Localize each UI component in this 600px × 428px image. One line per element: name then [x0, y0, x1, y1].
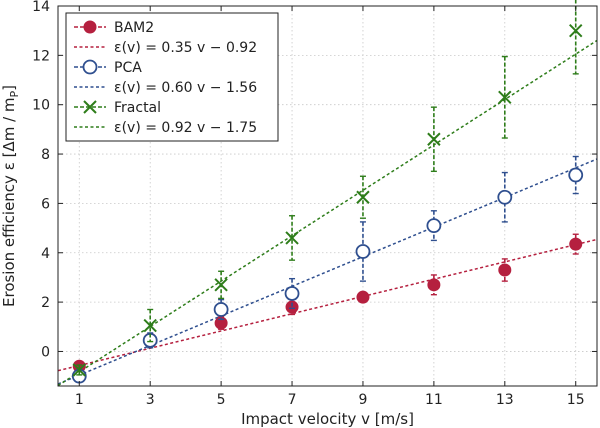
x-tick-label: 7	[288, 392, 297, 408]
y-tick-label: 6	[41, 196, 50, 212]
data-point	[569, 23, 583, 38]
data-point	[497, 189, 513, 205]
legend-entry-fractal: Fractal ε(v) = 0.92 v − 1.75	[74, 100, 257, 136]
x-tick-label: 11	[425, 392, 443, 408]
data-point	[72, 363, 86, 377]
x-axis-label: Impact velocity v [m/s]	[241, 410, 414, 428]
data-point	[498, 263, 512, 277]
y-tick-label: 4	[41, 246, 50, 262]
data-point	[498, 90, 512, 105]
y-tick-label: 12	[32, 48, 50, 64]
data-point	[427, 132, 441, 146]
legend-box	[65, 12, 279, 142]
data-point	[285, 300, 299, 314]
plot-frame	[57, 5, 598, 387]
y-tick-label: 8	[41, 147, 50, 163]
y-axis-label-main: Erosion efficiency ε [Δm / m	[0, 97, 18, 307]
y-tick-label: 14	[32, 0, 50, 15]
y-axis-label-sub: P	[8, 90, 21, 97]
legend-marker	[83, 20, 97, 34]
x-tick-label: 3	[146, 392, 155, 408]
legend-series-label: Fractal	[114, 100, 161, 116]
data-point	[285, 231, 299, 245]
y-tick-label: 10	[32, 98, 50, 114]
data-point	[569, 237, 583, 251]
data-point	[568, 167, 584, 183]
legend-entry-pca: PCA ε(v) = 0.60 v − 1.56	[74, 59, 257, 96]
y-tick-label: 0	[41, 344, 50, 360]
y-axis-label: Erosion efficiency ε [Δm / mP]	[0, 85, 21, 307]
x-tick-label: 13	[496, 392, 514, 408]
data-point	[426, 218, 442, 234]
data-series	[71, 0, 584, 384]
x-tick-label: 15	[567, 392, 585, 408]
legend-fit-label: ε(v) = 0.60 v − 1.56	[114, 80, 257, 96]
data-point	[143, 318, 157, 333]
data-point	[214, 316, 228, 330]
data-point	[356, 190, 370, 204]
legend-marker	[83, 100, 97, 114]
data-point	[214, 278, 228, 292]
data-point	[427, 278, 441, 292]
legend-series-label: PCA	[114, 60, 142, 76]
data-point	[356, 290, 370, 304]
legend: BAM2 ε(v) = 0.35 v − 0.92 PCA ε(v) = 0.60 v…	[65, 12, 279, 142]
y-tick-label: 2	[41, 295, 50, 311]
legend-series-label: BAM2	[114, 20, 154, 36]
legend-fit-label: ε(v) = 0.35 v − 0.92	[114, 40, 257, 56]
legend-marker	[82, 59, 98, 75]
x-tick-label: 1	[75, 392, 84, 408]
x-tick-label: 9	[358, 392, 367, 408]
data-point	[355, 244, 371, 259]
data-point	[284, 286, 300, 301]
legend-entry-bam2: BAM2 ε(v) = 0.35 v − 0.92	[74, 20, 257, 56]
y-axis-label-close: ]	[0, 85, 18, 91]
series-fractal	[72, 0, 583, 377]
data-point	[213, 302, 229, 317]
x-tick-label: 5	[217, 392, 226, 408]
legend-fit-label: ε(v) = 0.92 v − 1.75	[114, 120, 257, 136]
fit-line-bam2	[58, 238, 597, 372]
